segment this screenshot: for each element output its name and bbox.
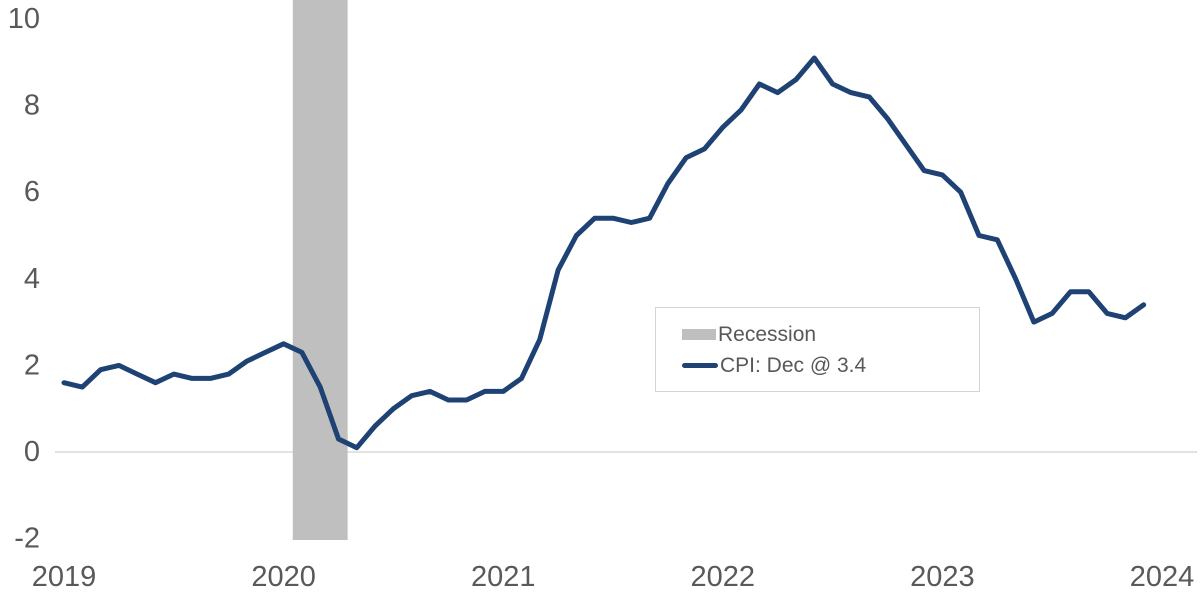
cpi-series-line — [61, 55, 1147, 451]
recession-swatch — [682, 328, 716, 340]
legend-label-recession: Recession — [718, 322, 817, 346]
chart-legend: Recession CPI: Dec @ 3.4 — [655, 307, 980, 392]
x-axis-tick-label: 2023 — [910, 561, 975, 593]
y-axis-tick-label: 10 — [8, 3, 40, 35]
recession-band — [292, 0, 348, 540]
x-axis-tick-label: 2020 — [251, 561, 316, 593]
legend-item-cpi: CPI: Dec @ 3.4 — [682, 352, 979, 378]
y-axis-tick-label: -2 — [14, 523, 40, 555]
y-axis-tick-label: 8 — [24, 90, 40, 122]
y-axis-tick-label: 2 — [24, 349, 40, 381]
cpi-line-swatch — [682, 362, 718, 368]
y-axis-tick-label: 6 — [24, 176, 40, 208]
x-axis-tick-label: 2021 — [471, 561, 536, 593]
x-axis-tick-label: 2022 — [691, 561, 756, 593]
x-axis-tick-label: 2019 — [32, 561, 97, 593]
legend-item-recession: Recession — [682, 321, 979, 347]
y-axis-tick-label: 4 — [24, 263, 40, 295]
legend-label-cpi: CPI: Dec @ 3.4 — [720, 353, 867, 377]
y-axis-tick-label: 0 — [24, 436, 40, 468]
x-axis-tick-label: 2024 — [1130, 561, 1195, 593]
